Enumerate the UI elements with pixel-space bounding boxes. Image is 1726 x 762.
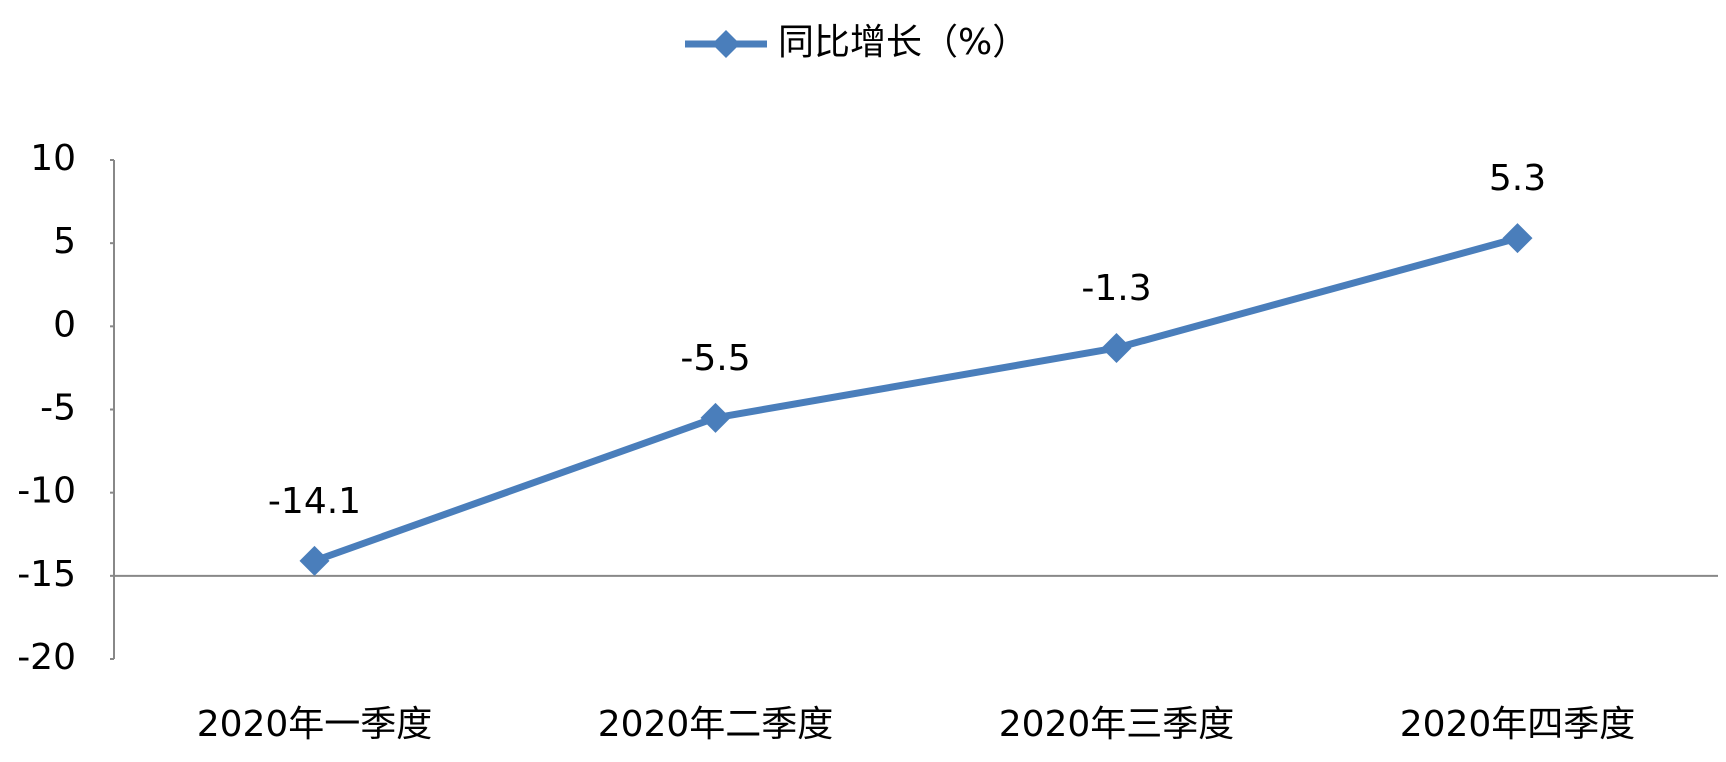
marker bbox=[700, 402, 731, 433]
data-label: -5.5 bbox=[680, 338, 750, 379]
marker bbox=[1502, 223, 1533, 254]
marker bbox=[299, 545, 330, 576]
line bbox=[313, 234, 1519, 565]
x-tick-label: 2020年二季度 bbox=[598, 704, 834, 745]
y-tick-label: 10 bbox=[30, 138, 76, 179]
y-tick-label: -20 bbox=[17, 637, 76, 678]
data-label: -14.1 bbox=[268, 481, 361, 522]
legend: 同比增长（%） bbox=[685, 22, 1028, 63]
data-label: -1.3 bbox=[1081, 268, 1151, 309]
y-tick-label: 0 bbox=[53, 304, 76, 345]
x-tick-label: 2020年一季度 bbox=[197, 704, 433, 745]
x-tick-label: 2020年四季度 bbox=[1400, 704, 1636, 745]
y-tick-label: 5 bbox=[53, 221, 76, 262]
y-tick-label: -15 bbox=[17, 554, 76, 595]
y-tick-label: -10 bbox=[17, 471, 76, 512]
y-tick-label: -5 bbox=[40, 388, 76, 429]
legend-marker bbox=[712, 30, 740, 58]
data-label: 5.3 bbox=[1489, 158, 1546, 199]
x-tick-label: 2020年三季度 bbox=[999, 704, 1235, 745]
legend-label: 同比增长（%） bbox=[778, 22, 1028, 63]
marker bbox=[1101, 332, 1132, 363]
